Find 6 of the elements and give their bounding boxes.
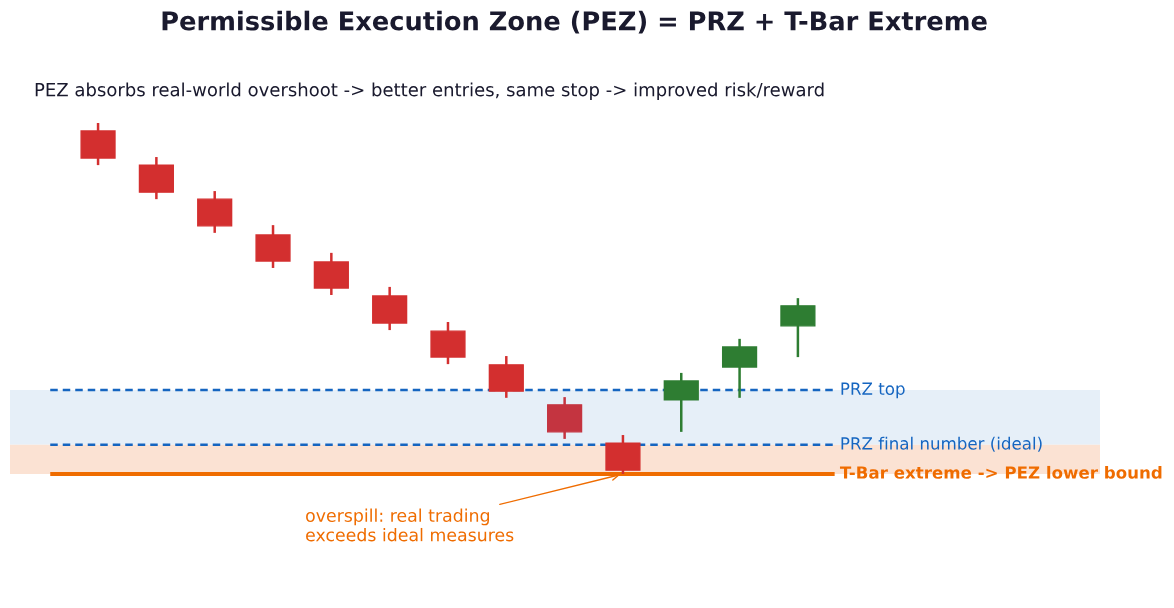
ref-line-label: T-Bar extreme -> PEZ lower bound bbox=[839, 465, 1162, 479]
ref-line-label: PRZ top bbox=[841, 382, 905, 399]
chart-title: Permissible Execution Zone (PEZ) = PRZ + T-Bar Extreme bbox=[162, 10, 987, 34]
ref-line-label: PRZ final number (ideal) bbox=[841, 436, 1042, 452]
chart-subtitle: PEZ absorbs real-world overshoot -> better entries, same stop -> improved risk/reward bbox=[35, 82, 824, 100]
annotation: overspill: real trading exceeds ideal measures bbox=[306, 508, 514, 542]
